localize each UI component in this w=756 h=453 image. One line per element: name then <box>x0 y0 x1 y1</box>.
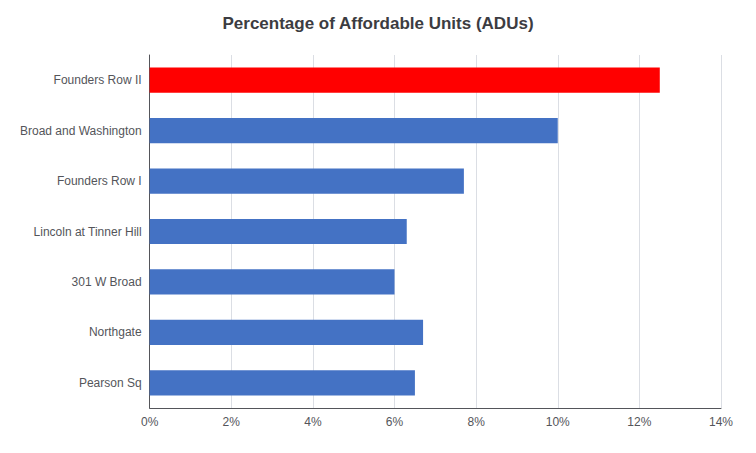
svg-text:8%: 8% <box>467 415 485 429</box>
svg-text:Percentage of Affordable Units: Percentage of Affordable Units (ADUs) <box>222 14 533 33</box>
svg-text:Northgate: Northgate <box>89 325 142 339</box>
svg-text:Pearson Sq: Pearson Sq <box>79 376 142 390</box>
svg-text:12%: 12% <box>627 415 651 429</box>
svg-text:4%: 4% <box>304 415 322 429</box>
svg-text:14%: 14% <box>709 415 733 429</box>
svg-text:10%: 10% <box>546 415 570 429</box>
svg-text:Founders Row I: Founders Row I <box>57 174 142 188</box>
svg-text:301 W Broad: 301 W Broad <box>72 275 142 289</box>
svg-text:0%: 0% <box>141 415 159 429</box>
svg-text:6%: 6% <box>386 415 404 429</box>
svg-text:Broad and Washington: Broad and Washington <box>20 124 142 138</box>
svg-text:Lincoln at Tinner Hill: Lincoln at Tinner Hill <box>34 225 142 239</box>
svg-text:2%: 2% <box>223 415 241 429</box>
svg-text:Founders Row II: Founders Row II <box>54 73 142 87</box>
